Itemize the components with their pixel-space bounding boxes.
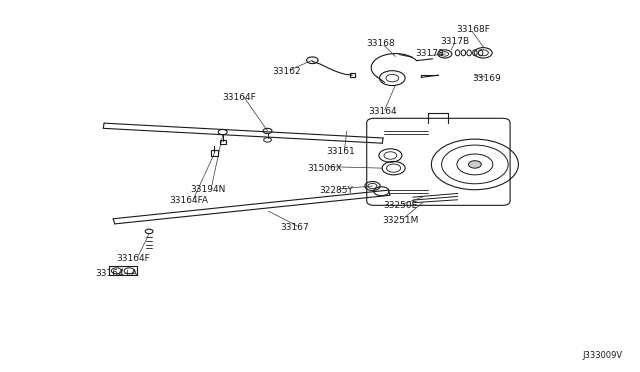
Circle shape xyxy=(468,161,481,168)
Text: 33164+A: 33164+A xyxy=(95,269,138,278)
Text: 33164: 33164 xyxy=(369,107,397,116)
Text: 33194N: 33194N xyxy=(190,185,226,194)
Text: 33178: 33178 xyxy=(416,49,444,58)
Text: 33167: 33167 xyxy=(280,223,308,232)
Text: 33161: 33161 xyxy=(327,147,355,156)
Bar xyxy=(211,150,218,156)
Text: 31506X: 31506X xyxy=(308,164,342,173)
Text: 33164FA: 33164FA xyxy=(170,196,208,205)
Text: 33250E: 33250E xyxy=(383,201,417,210)
Text: 33162: 33162 xyxy=(273,67,301,76)
Bar xyxy=(220,140,226,144)
Text: 33164F: 33164F xyxy=(222,93,255,102)
Text: 32285Y: 32285Y xyxy=(319,186,353,195)
Text: 33164F: 33164F xyxy=(116,254,150,263)
Text: 33169: 33169 xyxy=(472,74,500,83)
Text: J333009V: J333009V xyxy=(582,351,622,360)
Text: 3317B: 3317B xyxy=(440,37,469,46)
Text: 33168: 33168 xyxy=(367,39,395,48)
Text: 33251M: 33251M xyxy=(382,216,418,225)
Text: 33168F: 33168F xyxy=(457,25,490,34)
